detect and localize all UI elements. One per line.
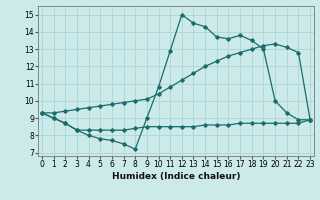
X-axis label: Humidex (Indice chaleur): Humidex (Indice chaleur) bbox=[112, 172, 240, 181]
